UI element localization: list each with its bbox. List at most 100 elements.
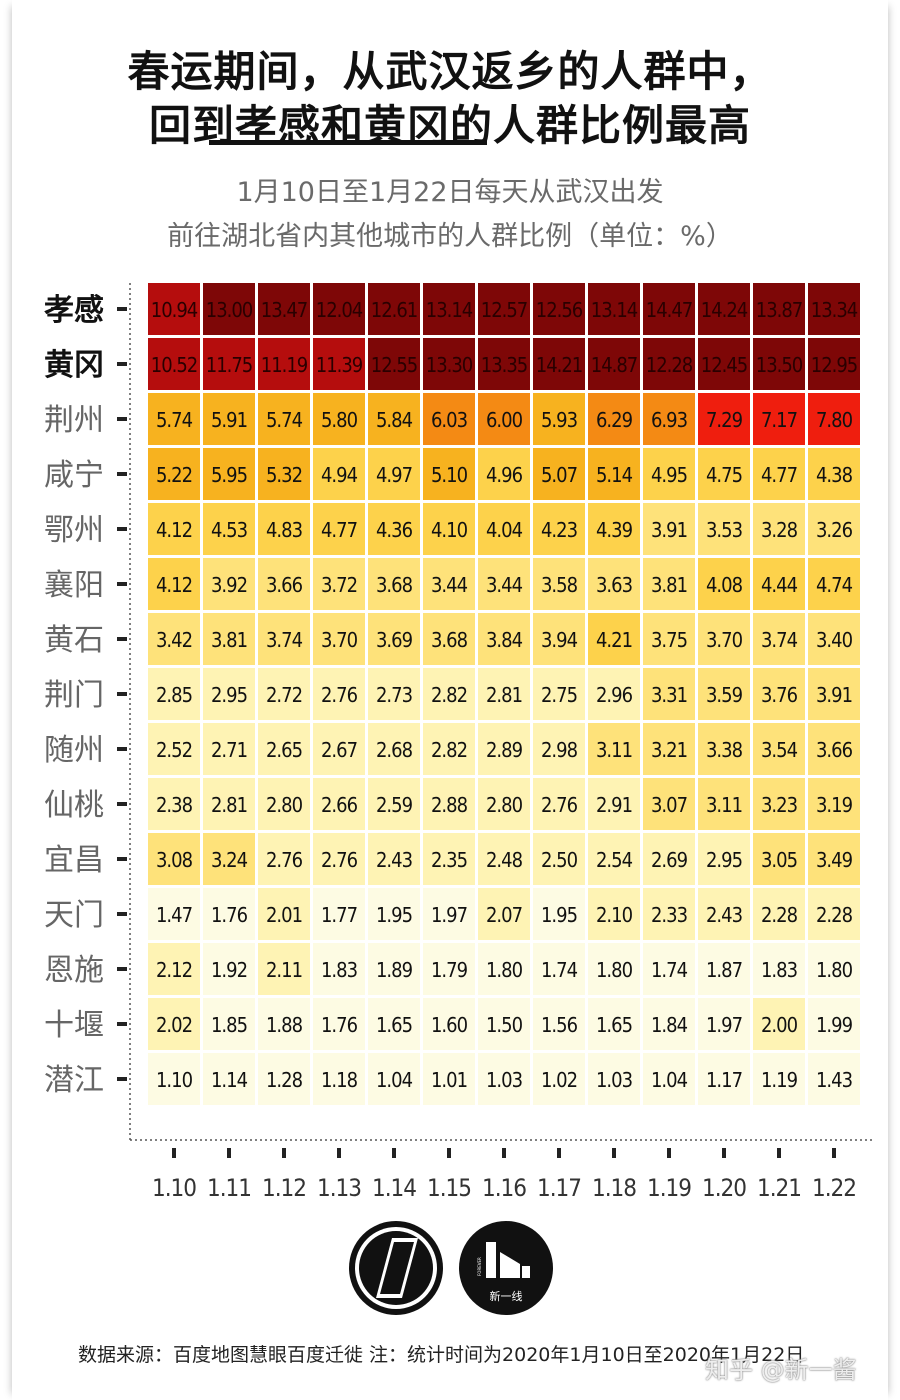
row-label: 襄阳	[44, 568, 104, 603]
cell-value-label: 2.81	[486, 683, 522, 707]
heatmap-cell	[368, 558, 420, 610]
cell-value-label: 13.14	[591, 298, 638, 322]
y-tick	[117, 307, 127, 311]
cell-value-label: 2.85	[156, 683, 192, 707]
x-tick-label: 1.21	[757, 1174, 801, 1200]
heatmap-cell	[808, 283, 860, 335]
heatmap-cell	[588, 448, 640, 500]
heatmap-cell	[588, 503, 640, 555]
cell-value-label: 2.75	[541, 683, 577, 707]
heatmap-cell	[258, 448, 310, 500]
cell-value-label: 6.03	[431, 408, 468, 432]
heatmap-cell	[698, 723, 750, 775]
cell-value-label: 2.91	[596, 793, 632, 817]
heatmap-cell	[423, 723, 475, 775]
cell-value-label: 13.34	[811, 298, 858, 322]
heatmap-cell	[423, 998, 475, 1050]
cell-value-label: 4.74	[816, 573, 853, 597]
heatmap-cell	[368, 283, 420, 335]
cell-value-label: 3.91	[816, 683, 852, 707]
heatmap-cell	[203, 888, 255, 940]
heatmap-cell	[423, 613, 475, 665]
heatmap-cell	[533, 998, 585, 1050]
heatmap-cell	[258, 558, 310, 610]
x-tick	[392, 1148, 396, 1158]
cell-value-label: 2.98	[541, 738, 578, 762]
cell-value-label: 2.67	[321, 738, 357, 762]
heatmap-cell	[203, 723, 255, 775]
cell-value-label: 3.66	[266, 573, 303, 597]
heatmap-cell	[258, 393, 310, 445]
heatmap-cell	[643, 448, 695, 500]
heatmap-cell	[478, 558, 530, 610]
heatmap-cell	[203, 283, 255, 335]
heatmap-cell	[148, 833, 200, 885]
heatmap-cell	[313, 393, 365, 445]
cell-value-label: 3.28	[761, 518, 798, 542]
logo-right-text: 新一线	[490, 1289, 523, 1303]
cell-value-label: 5.84	[376, 408, 413, 432]
heatmap-cell	[258, 778, 310, 830]
cell-value-label: 3.07	[651, 793, 687, 817]
y-tick	[117, 362, 127, 366]
heatmap-cell	[423, 778, 475, 830]
cell-value-label: 3.54	[761, 738, 798, 762]
cell-value-label: 3.53	[706, 518, 743, 542]
heatmap-cell	[423, 558, 475, 610]
cell-value-label: 3.72	[321, 573, 357, 597]
cell-value-label: 12.55	[371, 353, 418, 377]
cell-value-label: 1.04	[651, 1068, 688, 1092]
heatmap-cell	[753, 943, 805, 995]
heatmap-cell	[478, 283, 530, 335]
cell-value-label: 3.66	[816, 738, 853, 762]
heatmap-cell	[533, 668, 585, 720]
cell-value-label: 2.50	[541, 848, 578, 872]
row-label: 孝感	[44, 293, 104, 328]
cell-value-label: 1.65	[376, 1013, 412, 1037]
heatmap-cell	[698, 283, 750, 335]
cell-value-label: 2.76	[321, 848, 358, 872]
cell-value-label: 13.00	[206, 298, 253, 322]
heatmap-cell	[258, 283, 310, 335]
cell-value-label: 2.33	[651, 903, 688, 927]
heatmap-cell	[808, 778, 860, 830]
cell-value-label: 1.95	[541, 903, 577, 927]
heatmap-cell	[368, 833, 420, 885]
cell-value-label: 4.08	[706, 573, 743, 597]
heatmap-cell	[478, 503, 530, 555]
heatmap-cell	[368, 503, 420, 555]
heatmap-cell	[808, 338, 860, 390]
heatmap-cell	[203, 393, 255, 445]
heatmap-cell	[808, 503, 860, 555]
row-label: 鄂州	[44, 513, 104, 548]
heatmap-cell	[643, 833, 695, 885]
cell-value-label: 1.92	[211, 958, 247, 982]
heatmap-cell	[808, 943, 860, 995]
cell-value-label: 4.38	[816, 463, 853, 487]
heatmap-cell	[478, 723, 530, 775]
cell-value-label: 2.02	[156, 1013, 192, 1037]
heatmap-cell	[368, 888, 420, 940]
cell-value-label: 2.43	[706, 903, 743, 927]
cell-value-label: 1.89	[376, 958, 413, 982]
heatmap-cell	[478, 613, 530, 665]
heatmap-cell	[753, 998, 805, 1050]
cell-value-label: 3.23	[761, 793, 798, 817]
heatmap-cell	[148, 613, 200, 665]
cell-value-label: 12.61	[371, 298, 418, 322]
cell-value-label: 4.12	[156, 573, 192, 597]
heatmap-cell	[148, 448, 200, 500]
heatmap-cell	[258, 723, 310, 775]
cell-value-label: 1.83	[761, 958, 798, 982]
heatmap-cell	[368, 723, 420, 775]
heatmap-cell	[533, 723, 585, 775]
cell-value-label: 12.04	[316, 298, 363, 322]
heatmap-cell	[533, 558, 585, 610]
cell-value-label: 1.56	[541, 1013, 578, 1037]
cell-value-label: 12.57	[481, 298, 528, 322]
cell-value-label: 2.68	[376, 738, 413, 762]
cell-value-label: 3.49	[816, 848, 853, 872]
cell-value-label: 1.43	[816, 1068, 853, 1092]
cell-value-label: 2.88	[431, 793, 468, 817]
cell-value-label: 3.84	[486, 628, 523, 652]
